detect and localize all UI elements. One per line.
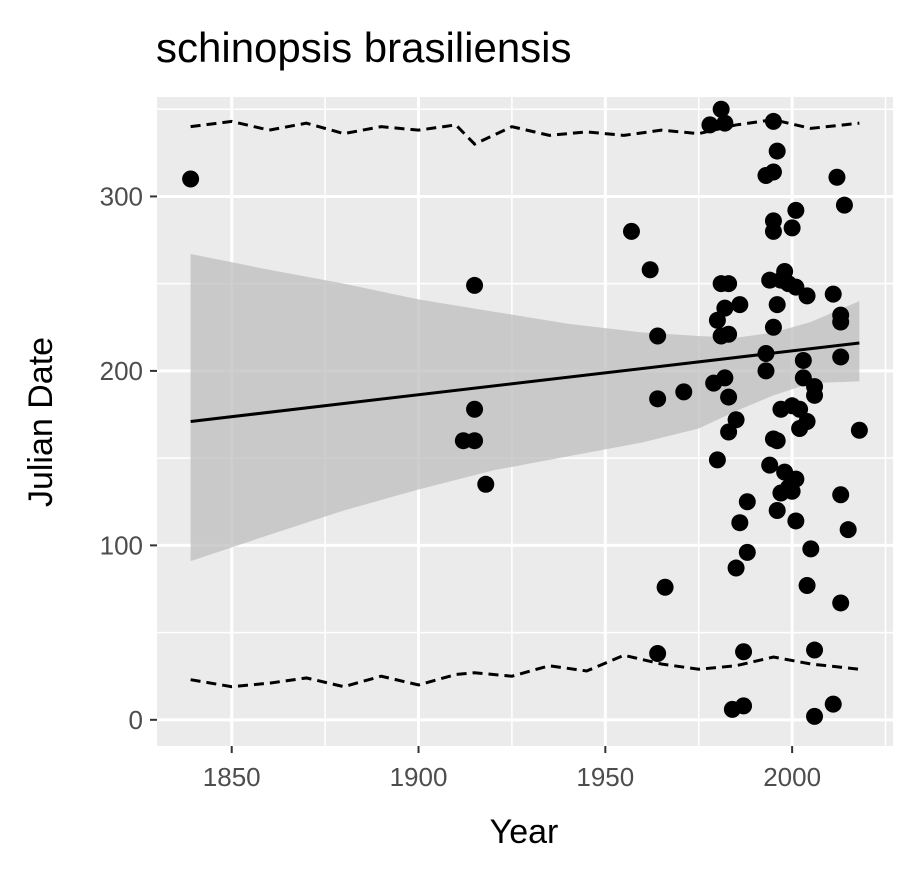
data-point	[649, 645, 667, 663]
data-point	[716, 369, 734, 387]
data-point	[794, 351, 812, 369]
data-point	[806, 386, 824, 404]
data-point	[761, 456, 779, 474]
data-point	[806, 641, 824, 659]
data-point	[791, 400, 809, 418]
lower-dashed-line	[190, 653, 860, 689]
data-point	[824, 285, 842, 303]
data-point	[798, 413, 816, 430]
x-tick-label: 2000	[763, 762, 821, 792]
data-point	[764, 318, 782, 336]
data-point	[675, 383, 693, 401]
data-point	[787, 512, 805, 530]
data-point	[835, 196, 853, 214]
upper-dashed-line	[190, 118, 860, 146]
data-point	[466, 400, 484, 418]
y-axis-ticks: 0 100 200 300	[100, 181, 157, 735]
data-point	[731, 296, 749, 314]
x-tick-label: 1850	[203, 762, 261, 792]
data-point	[832, 348, 850, 366]
y-tick-label: 0	[129, 705, 143, 735]
data-point	[832, 486, 850, 504]
data-point	[727, 559, 745, 577]
data-point	[649, 327, 667, 345]
x-axis-ticks: 1850 1900 1950 2000	[203, 746, 821, 792]
x-axis-title: Year	[490, 813, 559, 851]
data-point	[708, 311, 726, 329]
data-point	[764, 222, 782, 240]
y-tick-label: 100	[100, 530, 143, 560]
y-tick-label: 200	[100, 356, 143, 386]
data-point	[787, 201, 805, 219]
data-point	[768, 296, 786, 314]
data-point	[850, 421, 868, 439]
data-point	[727, 411, 745, 429]
x-tick-label: 1950	[576, 762, 634, 792]
data-point	[738, 543, 756, 561]
data-point	[768, 142, 786, 160]
data-points	[182, 100, 868, 725]
data-point	[738, 493, 756, 511]
data-point	[757, 344, 775, 362]
data-point	[477, 475, 495, 493]
data-point	[731, 514, 749, 532]
data-point	[735, 643, 753, 661]
data-point	[828, 168, 846, 186]
data-point	[182, 170, 200, 188]
data-point	[757, 362, 775, 380]
data-point	[787, 470, 805, 488]
data-point	[466, 432, 484, 450]
data-point	[622, 222, 640, 240]
data-point	[712, 100, 730, 118]
data-point	[764, 112, 782, 130]
data-point	[720, 275, 738, 293]
fit-line	[190, 341, 860, 423]
y-axis-title: Julian Date	[22, 337, 60, 507]
data-point	[783, 219, 801, 237]
x-tick-label: 1900	[390, 762, 448, 792]
data-point	[839, 521, 857, 539]
data-point	[798, 287, 816, 305]
data-point	[768, 432, 786, 450]
data-point	[806, 707, 824, 725]
data-point	[832, 594, 850, 612]
y-tick-label: 300	[100, 181, 143, 211]
data-point	[764, 163, 782, 181]
data-point	[720, 388, 738, 406]
data-point	[716, 299, 734, 317]
data-point	[768, 501, 786, 519]
chart-title: schinopsis brasiliensis	[156, 24, 572, 71]
data-point	[716, 114, 734, 132]
data-point	[798, 576, 816, 594]
data-point	[720, 423, 738, 441]
confidence-band	[190, 254, 860, 562]
data-point	[649, 390, 667, 408]
data-point	[708, 451, 726, 469]
data-point	[466, 276, 484, 294]
data-point	[832, 313, 850, 331]
data-point	[735, 697, 753, 715]
data-point	[720, 325, 738, 343]
data-point	[802, 540, 820, 558]
data-point	[701, 116, 719, 134]
data-point	[641, 261, 659, 279]
data-point	[824, 695, 842, 713]
data-point	[656, 578, 674, 596]
